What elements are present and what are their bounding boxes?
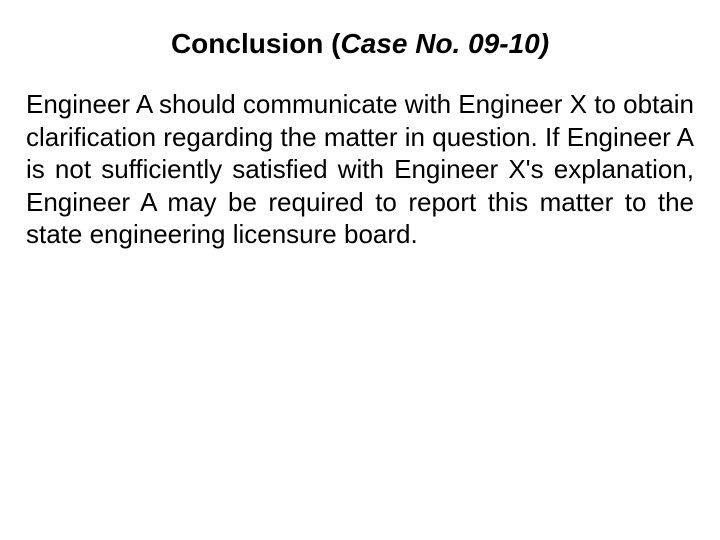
title-prefix: Conclusion ( <box>171 28 341 59</box>
conclusion-body-text: Engineer A should communicate with Engin… <box>24 88 696 251</box>
slide-title: Conclusion (Case No. 09-10) <box>24 28 696 60</box>
slide-container: Conclusion (Case No. 09-10) Engineer A s… <box>24 28 696 512</box>
title-case-number: Case No. 09-10) <box>341 28 550 59</box>
